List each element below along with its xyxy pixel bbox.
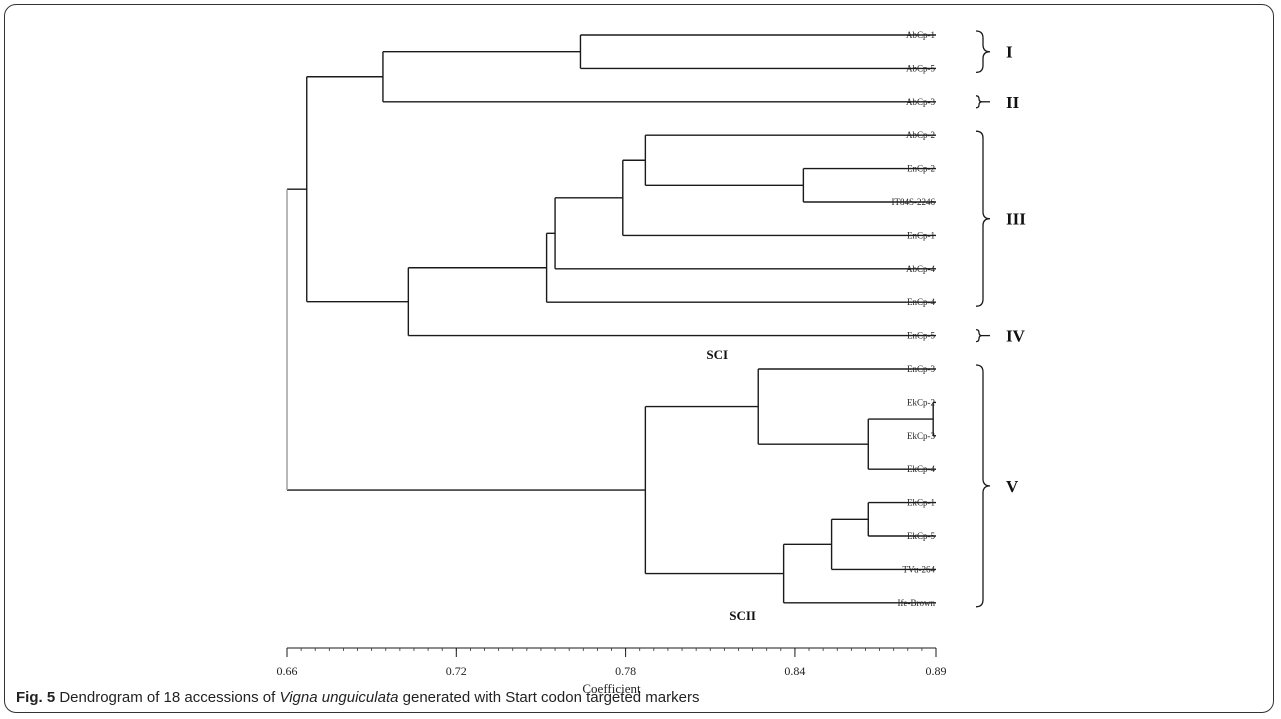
- cluster-label: II: [1006, 93, 1020, 112]
- leaf-label: AbCp-1: [906, 30, 935, 40]
- cluster-label: I: [1006, 43, 1013, 62]
- leaf-label: EkCp-5: [907, 531, 935, 541]
- cluster-brace: [975, 130, 991, 307]
- x-axis-label: Coefficient: [582, 681, 641, 696]
- cluster-brace: [975, 95, 983, 109]
- leaf-label: EkCp-4: [907, 464, 935, 474]
- caption-label: Fig. 5: [16, 689, 56, 706]
- tick-label: 0.89: [926, 664, 947, 678]
- leaf-label: EnCp-1: [907, 230, 935, 240]
- cluster-label: IV: [1006, 327, 1026, 346]
- leaf-label: EnCp-4: [907, 297, 935, 307]
- cluster-label: V: [1006, 477, 1019, 496]
- leaf-label: AbCp-4: [906, 264, 935, 274]
- leaf-label: TVu-264: [903, 564, 936, 574]
- leaf-label: EnCp-2: [907, 164, 935, 174]
- tick-label: 0.78: [615, 664, 636, 678]
- leaf-label: AbCp-3: [906, 97, 935, 107]
- tick-label: 0.84: [784, 664, 805, 678]
- leaf-label: EkCp-1: [907, 498, 935, 508]
- cluster-brace: [975, 328, 983, 343]
- cluster-brace: [975, 364, 991, 608]
- caption-species: Vigna unguiculata: [279, 689, 399, 706]
- cluster-brace: [975, 30, 991, 74]
- leaf-label: IT84S-2246: [892, 197, 936, 207]
- tick-label: 0.72: [446, 664, 467, 678]
- leaf-label: AbCp-2: [906, 130, 935, 140]
- figure-frame: [4, 4, 1274, 713]
- cluster-label: III: [1006, 210, 1026, 229]
- leaf-label: AbCp-5: [906, 63, 935, 73]
- subcluster-label: SCI: [706, 347, 728, 362]
- subcluster-label: SCII: [729, 608, 756, 623]
- caption-text-after: generated with Start codon targeted mark…: [398, 689, 700, 706]
- leaf-label: EnCp-3: [907, 364, 935, 374]
- leaf-label: Ife-Brown: [898, 598, 936, 608]
- leaf-label: EnCp-5: [907, 331, 935, 341]
- caption-text-before: Dendrogram of 18 accessions of: [55, 689, 280, 706]
- leaf-label: EkCp-3: [907, 431, 935, 441]
- tick-label: 0.66: [277, 664, 298, 678]
- leaf-label: EkCp-2: [907, 397, 935, 407]
- figure-caption: Fig. 5 Dendrogram of 18 accessions of Vi…: [16, 689, 699, 706]
